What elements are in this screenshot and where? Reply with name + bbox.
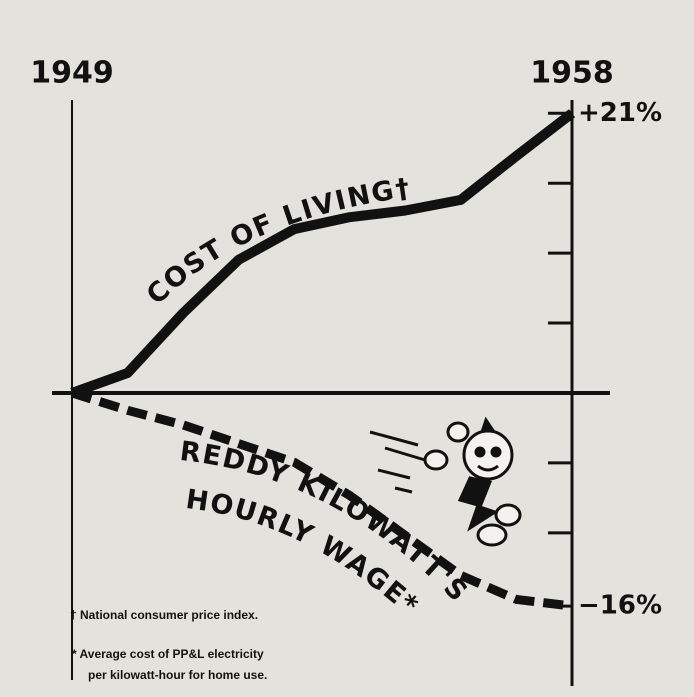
y-tick-label: +21% [578,98,662,128]
series-label: HOURLY WAGE* [184,483,425,621]
chart: † National consumer price index. * Avera… [0,0,694,697]
series-label-path: HOURLY WAGE* [184,483,425,621]
footnote: † National consumer price index. [70,608,258,622]
footnote: * Average cost of PP&L electricity [72,647,264,661]
series-line [72,113,572,393]
footnote: per kilowatt-hour for home use. [88,668,267,682]
y-tick-label: −16% [578,591,662,621]
x-tick-label: 1949 [30,56,114,91]
x-tick-label: 1958 [530,56,614,91]
